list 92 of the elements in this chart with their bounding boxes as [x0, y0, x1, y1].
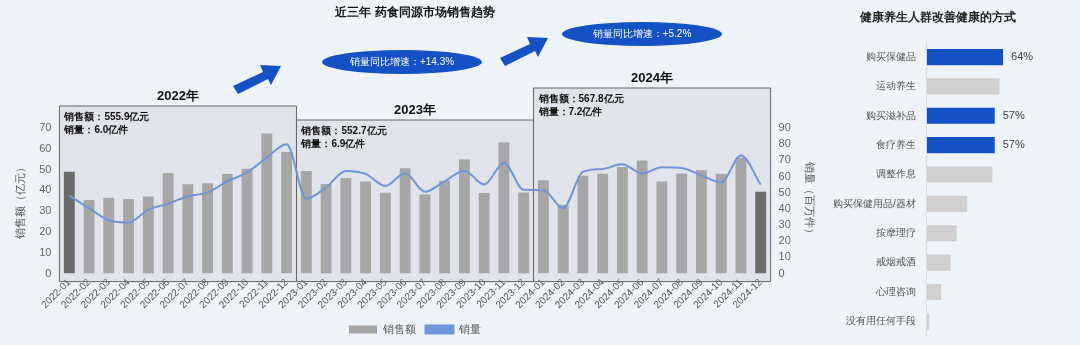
legend-label: 销量 [458, 322, 481, 335]
y2-tick-label: 80 [778, 137, 791, 150]
bar [498, 142, 510, 274]
data-label: 57% [1002, 138, 1025, 151]
annotation: 销量：6.9亿件 [300, 137, 366, 149]
bar [926, 166, 993, 183]
y-tick-label: 购买滋补品 [865, 109, 916, 121]
y-tick-label: 50 [39, 162, 52, 175]
y2-axis-title: 销量（百万件） [804, 161, 817, 240]
bar [360, 181, 372, 274]
y-tick-label: 心理咨询 [874, 285, 916, 297]
y-tick-label: 40 [39, 183, 52, 196]
bar [478, 193, 490, 274]
chart-title: 近三年 药食同源市场销售趋势 [334, 4, 496, 21]
bar [261, 133, 273, 274]
bar [616, 166, 628, 274]
y2-tick-label: 70 [778, 153, 791, 166]
text: 销量：7.2亿件 [537, 105, 603, 117]
bar [182, 184, 194, 274]
text: 销售额：567.8亿元 [537, 92, 624, 104]
bar [715, 173, 727, 274]
bar [281, 152, 293, 274]
bar [340, 178, 352, 274]
y2-tick-label: 40 [778, 201, 791, 214]
bar [202, 183, 214, 274]
y-tick-label: 30 [39, 204, 52, 217]
bar [926, 225, 957, 242]
text: 销量同比增速：+14.3% [322, 50, 482, 74]
bar [221, 173, 233, 274]
bar [379, 192, 391, 274]
bar [162, 172, 174, 274]
text: 销售额：555.9亿元 [63, 110, 150, 122]
y2-tick-label: 20 [778, 234, 791, 247]
bar [926, 137, 995, 154]
bar [577, 175, 589, 274]
text: 销量同比增速：+5.2% [562, 22, 722, 46]
bar [636, 160, 648, 274]
bar [656, 181, 668, 274]
bar [696, 170, 707, 274]
data-label: 57% [1002, 108, 1025, 121]
bar [419, 194, 431, 274]
bar [458, 159, 470, 274]
bar [320, 183, 332, 274]
y-tick-label: 购买保健用品/器材 [833, 197, 916, 209]
bar [123, 198, 135, 274]
y-tick-label: 按摩理疗 [875, 226, 916, 238]
y-tick-label: 食疗养生 [875, 138, 916, 150]
bar [439, 180, 451, 274]
y-tick-label: 调整作息 [875, 168, 916, 180]
y2-tick-label: 30 [778, 218, 791, 231]
bar [557, 204, 569, 274]
bar [597, 173, 609, 274]
bar [518, 192, 530, 274]
y-tick-label: 10 [39, 245, 52, 258]
y-tick-label: 70 [39, 121, 52, 134]
bar [300, 171, 312, 274]
y2-tick-label: 10 [778, 250, 791, 263]
bar [676, 173, 688, 274]
y-axis-title: 销售额（亿元） [13, 162, 26, 241]
y-tick-label: 20 [39, 225, 52, 238]
band-label: 2024年 [631, 70, 673, 86]
bar [926, 254, 951, 271]
annotation: 销售额：552.7亿元 [300, 124, 387, 136]
y2-tick-label: 50 [778, 185, 791, 198]
y-tick-label: 运动养生 [875, 80, 916, 92]
y-tick-label: 没有用任何手段 [845, 315, 916, 327]
annotation: 销量：6.0亿件 [63, 123, 129, 135]
bar [142, 196, 154, 274]
y-tick-label: 0 [45, 266, 52, 279]
y-tick-label: 购买保健品 [865, 50, 916, 62]
bar [735, 157, 747, 274]
band-label: 2023年 [394, 102, 436, 118]
legend-label: 销售额 [381, 322, 416, 335]
bar [926, 195, 968, 212]
y-tick-label: 戒烟戒酒 [875, 256, 916, 268]
bar [399, 168, 411, 274]
bar [63, 171, 75, 274]
bar [755, 191, 767, 274]
bar [926, 78, 1000, 95]
bar [241, 168, 253, 274]
bar [103, 197, 115, 274]
bar [537, 180, 549, 274]
data-label: 64% [1011, 50, 1034, 63]
bar [926, 107, 995, 124]
y2-tick-label: 90 [778, 121, 791, 134]
bar [926, 283, 942, 301]
bar [926, 49, 1004, 66]
chart-title: 健康养生人群改善健康的方式 [859, 9, 1016, 24]
y2-tick-label: 60 [778, 169, 791, 182]
band-label: 2022年 [157, 88, 199, 104]
y-tick-label: 60 [39, 141, 52, 154]
y2-tick-label: 0 [778, 266, 785, 279]
